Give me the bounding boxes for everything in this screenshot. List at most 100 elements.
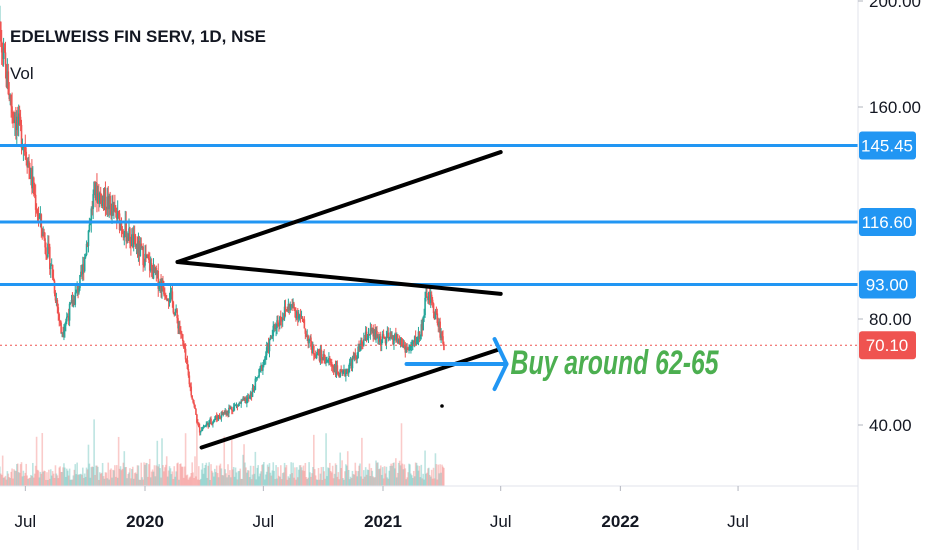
volume-bar [92, 466, 94, 486]
candle-body [251, 387, 254, 397]
candle-body [21, 147, 24, 149]
candle-body [346, 369, 348, 374]
y-axis[interactable]: 200.00 160.00 80.00 40.00 [858, 0, 921, 435]
candle-body [430, 294, 433, 300]
candle-body [88, 224, 91, 231]
volume-bar [385, 466, 388, 486]
volume-bar [262, 464, 264, 486]
volume-bar [63, 463, 65, 486]
volume-bar [291, 473, 293, 486]
candle-body [74, 292, 77, 305]
volume-bar [362, 470, 365, 486]
horizontal-levels[interactable] [0, 144, 858, 287]
volume-bar [111, 477, 113, 486]
volume-bar [41, 433, 44, 486]
volume-bar [215, 465, 218, 486]
candle-body [317, 350, 320, 354]
candle-body [337, 371, 340, 376]
candle-body [382, 334, 385, 337]
candle-body [292, 303, 294, 308]
candle-body [338, 375, 341, 378]
y-tick-label: 160.00 [869, 98, 921, 117]
volume-bar [313, 469, 316, 486]
candle-body [127, 236, 129, 241]
volume-bar [141, 477, 144, 486]
candle-body [97, 193, 99, 203]
volume-bar [29, 477, 31, 486]
volume-bar [433, 478, 436, 486]
volume-bar [181, 466, 184, 486]
volume-bar [398, 460, 401, 486]
volume-bar [148, 464, 150, 486]
candle-body [98, 193, 100, 204]
volume-bar [342, 478, 344, 486]
candle-body [219, 416, 222, 418]
trendlines[interactable] [175, 150, 503, 450]
candle-body [412, 340, 414, 345]
volume-bar [212, 472, 214, 486]
candle-body [85, 243, 88, 256]
volume-bar [164, 464, 167, 486]
candle-body [389, 332, 391, 338]
candle-body [266, 343, 269, 348]
volume-bar [393, 462, 395, 486]
candle-body [404, 345, 407, 353]
x-tick-label: 2021 [364, 512, 402, 531]
volume-bar [133, 473, 136, 486]
candle-body [368, 334, 371, 336]
volume-bar [263, 462, 265, 486]
x-axis[interactable]: Jul 2020 Jul 2021 Jul 2022 Jul [14, 486, 749, 531]
volume-bar [180, 463, 182, 486]
candle-body [416, 338, 419, 341]
candle-body [14, 119, 16, 123]
candle-body [230, 407, 232, 409]
candle-body [3, 47, 6, 53]
candle-body [204, 426, 207, 428]
candle-body [70, 300, 73, 303]
candlesticks [0, 5, 445, 436]
volume-bar [5, 479, 8, 486]
candle-body [109, 195, 111, 206]
candle-body [417, 331, 420, 339]
volume-bar [243, 444, 245, 486]
candle-body [289, 304, 292, 311]
buy-arrow[interactable] [404, 337, 509, 392]
candle-body [209, 418, 211, 421]
candle-body [103, 188, 106, 201]
candle-body [366, 338, 369, 340]
candle-body [428, 292, 430, 301]
candle-body [115, 212, 118, 219]
volume-bar [167, 470, 170, 486]
candle-body [316, 350, 319, 355]
volume-bar [233, 476, 236, 486]
candle-body [134, 236, 137, 247]
volume-bar [68, 468, 71, 486]
volume-bar [209, 479, 211, 486]
candle-body [225, 411, 227, 415]
volume-bar [331, 465, 334, 486]
candle-body [310, 337, 312, 347]
volume-bar [52, 473, 55, 486]
volume-bar [435, 464, 438, 486]
volume-bar [410, 473, 412, 486]
candle-body [0, 21, 2, 42]
candle-body [166, 299, 169, 301]
candle-body [431, 299, 434, 304]
volume-bar [196, 413, 198, 486]
volume-bar [103, 478, 106, 486]
candle-body [90, 208, 93, 224]
volume-bar [34, 465, 37, 486]
candle-body [243, 397, 245, 399]
candle-body [359, 345, 361, 350]
volume-bar [178, 479, 180, 486]
volume-bar [402, 469, 405, 486]
candle-body [244, 397, 246, 399]
buy-annotation[interactable]: Buy around 62-65 [511, 344, 720, 382]
candle-body [415, 340, 418, 345]
candle-body [163, 288, 165, 295]
volume-bar [307, 477, 309, 486]
candle-body [122, 231, 125, 238]
volume-bar [267, 466, 270, 486]
volume-bar [403, 464, 406, 486]
